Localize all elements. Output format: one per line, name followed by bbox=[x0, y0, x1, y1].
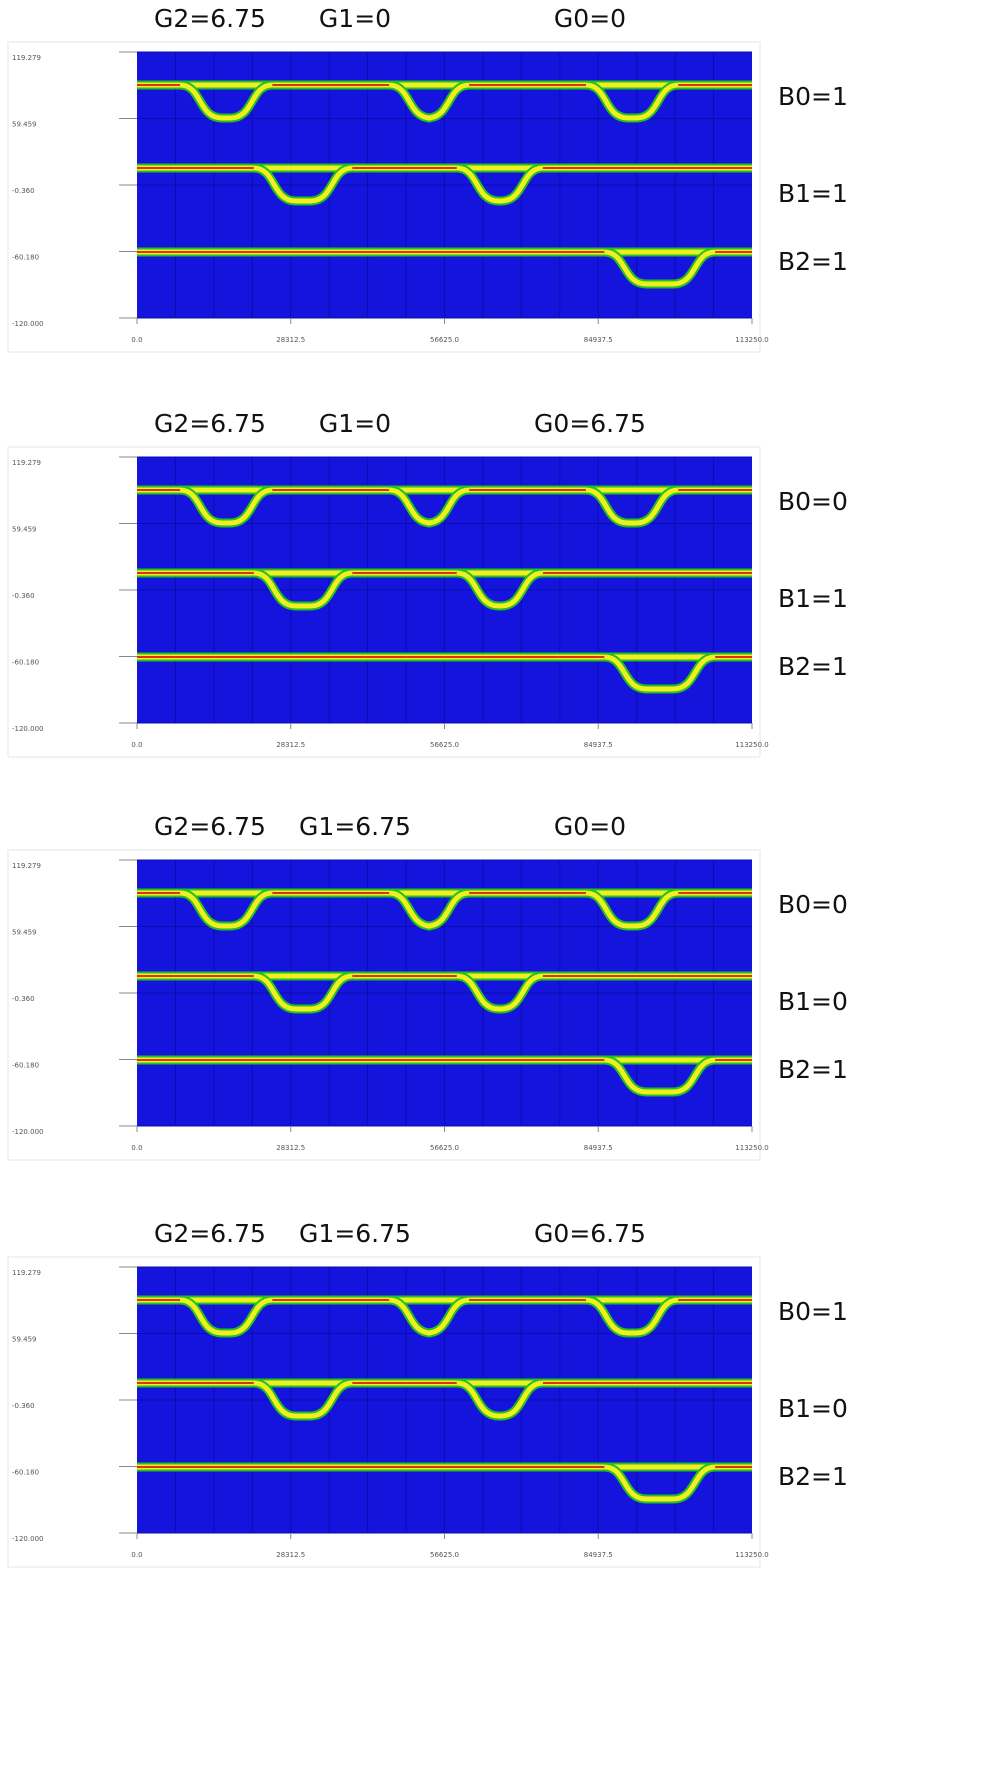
y-tick-label: -60.180 bbox=[12, 1061, 39, 1069]
y-tick-label: 119.279 bbox=[12, 1269, 41, 1277]
bit-label: B1=1 bbox=[778, 179, 848, 208]
x-tick-label: 28312.5 bbox=[276, 1551, 305, 1559]
x-tick-label: 28312.5 bbox=[276, 741, 305, 749]
bit-label: B2=1 bbox=[778, 652, 848, 681]
y-tick-label: -120.000 bbox=[12, 1128, 43, 1136]
gate-label: G1=6.75 bbox=[299, 812, 411, 841]
x-tick-label: 84937.5 bbox=[584, 741, 613, 749]
bit-label: B2=1 bbox=[778, 1462, 848, 1491]
bit-label: B0=1 bbox=[778, 1297, 848, 1326]
y-tick-label: 59.459 bbox=[12, 526, 37, 534]
y-tick-label: 59.459 bbox=[12, 1336, 37, 1344]
x-tick-label: 56625.0 bbox=[430, 741, 459, 749]
bit-label: B0=0 bbox=[778, 487, 848, 516]
x-tick-label: 56625.0 bbox=[430, 1551, 459, 1559]
panel: 119.279 59.459 -0.360 -60.180 -120.000 0.0 283… bbox=[8, 812, 848, 1160]
y-tick-label: -60.180 bbox=[12, 253, 39, 261]
y-tick-label: -0.360 bbox=[12, 995, 35, 1003]
panel: 119.279 59.459 -0.360 -60.180 -120.000 0.0 283… bbox=[8, 1219, 848, 1567]
x-tick-label: 84937.5 bbox=[584, 1551, 613, 1559]
gate-label: G0=0 bbox=[554, 812, 626, 841]
bit-label: B2=1 bbox=[778, 1055, 848, 1084]
y-tick-label: -0.360 bbox=[12, 1402, 35, 1410]
bit-label: B0=1 bbox=[778, 82, 848, 111]
bit-label: B2=1 bbox=[778, 247, 848, 276]
bit-label: B0=0 bbox=[778, 890, 848, 919]
x-tick-label: 113250.0 bbox=[735, 336, 768, 344]
gate-label: G2=6.75 bbox=[154, 4, 266, 33]
panel: 119.279 59.459 -0.360 -60.180 -120.000 0.0 283… bbox=[8, 4, 848, 352]
figure: 119.279 59.459 -0.360 -60.180 -120.000 0.0 283… bbox=[0, 0, 992, 1767]
x-tick-label: 28312.5 bbox=[276, 336, 305, 344]
x-tick-label: 84937.5 bbox=[584, 1144, 613, 1152]
x-tick-label: 113250.0 bbox=[735, 741, 768, 749]
y-tick-label: 59.459 bbox=[12, 121, 37, 129]
gate-label: G0=0 bbox=[554, 4, 626, 33]
gate-label: G1=0 bbox=[319, 4, 391, 33]
x-tick-label: 0.0 bbox=[131, 1551, 142, 1559]
gate-label: G2=6.75 bbox=[154, 409, 266, 438]
x-tick-label: 0.0 bbox=[131, 336, 142, 344]
y-tick-label: -0.360 bbox=[12, 592, 35, 600]
y-tick-label: -60.180 bbox=[12, 1468, 39, 1476]
x-tick-label: 113250.0 bbox=[735, 1144, 768, 1152]
gate-label: G1=6.75 bbox=[299, 1219, 411, 1248]
gate-label: G1=0 bbox=[319, 409, 391, 438]
y-tick-label: 119.279 bbox=[12, 459, 41, 467]
x-tick-label: 0.0 bbox=[131, 741, 142, 749]
bit-label: B1=0 bbox=[778, 1394, 848, 1423]
gate-label: G2=6.75 bbox=[154, 1219, 266, 1248]
x-tick-label: 56625.0 bbox=[430, 336, 459, 344]
y-tick-label: 119.279 bbox=[12, 54, 41, 62]
x-tick-label: 56625.0 bbox=[430, 1144, 459, 1152]
y-tick-label: -120.000 bbox=[12, 1535, 43, 1543]
bit-label: B1=1 bbox=[778, 584, 848, 613]
y-tick-label: 59.459 bbox=[12, 929, 37, 937]
gate-label: G0=6.75 bbox=[534, 1219, 646, 1248]
y-tick-label: 119.279 bbox=[12, 862, 41, 870]
x-tick-label: 84937.5 bbox=[584, 336, 613, 344]
panel: 119.279 59.459 -0.360 -60.180 -120.000 0.0 283… bbox=[8, 409, 848, 757]
gate-label: G0=6.75 bbox=[534, 409, 646, 438]
y-tick-label: -120.000 bbox=[12, 725, 43, 733]
y-tick-label: -0.360 bbox=[12, 187, 35, 195]
x-tick-label: 0.0 bbox=[131, 1144, 142, 1152]
bit-label: B1=0 bbox=[778, 987, 848, 1016]
gate-label: G2=6.75 bbox=[154, 812, 266, 841]
x-tick-label: 113250.0 bbox=[735, 1551, 768, 1559]
x-tick-label: 28312.5 bbox=[276, 1144, 305, 1152]
y-tick-label: -120.000 bbox=[12, 320, 43, 328]
y-tick-label: -60.180 bbox=[12, 658, 39, 666]
